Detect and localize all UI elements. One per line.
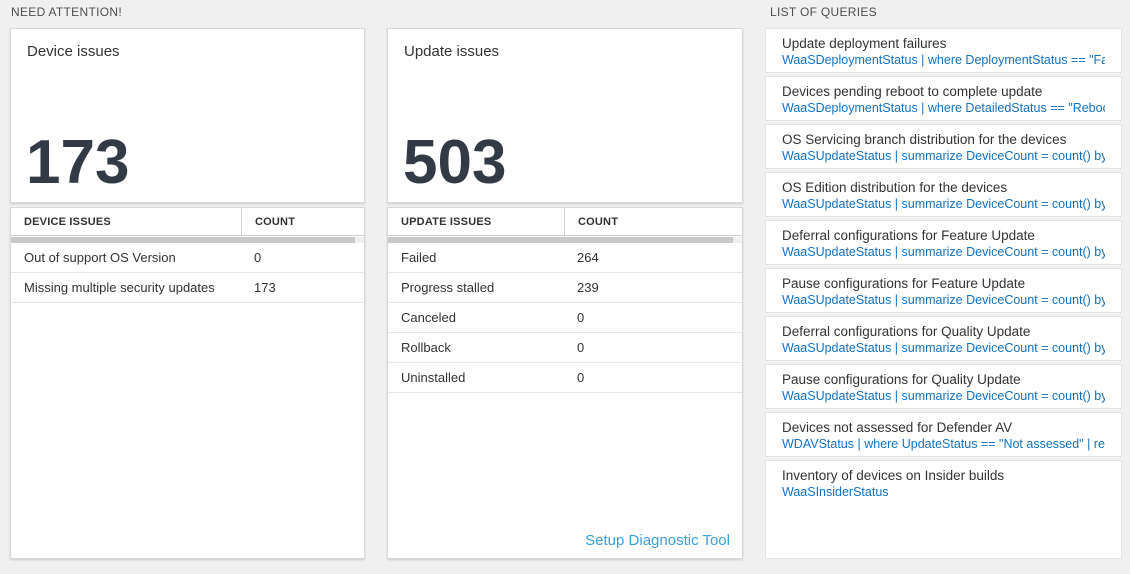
query-code: WaaSUpdateStatus | summarize DeviceCount…: [782, 149, 1105, 163]
query-code: WaaSUpdateStatus | summarize DeviceCount…: [782, 293, 1105, 307]
row-label: Progress stalled: [401, 280, 495, 295]
scrollbar-thumb[interactable]: [11, 237, 356, 243]
query-title: Devices not assessed for Defender AV: [782, 420, 1013, 435]
column-header-update-issues[interactable]: UPDATE ISSUES: [401, 215, 492, 228]
row-count: 264: [577, 250, 599, 265]
query-title: Pause configurations for Feature Update: [782, 276, 1026, 291]
row-count: 0: [577, 340, 585, 355]
update-issues-card-title: Update issues: [404, 43, 500, 60]
query-item-defender-av-not-assessed[interactable]: Devices not assessed for Defender AV WDA…: [765, 412, 1122, 457]
query-item-devices-pending-reboot[interactable]: Devices pending reboot to complete updat…: [765, 76, 1122, 121]
query-list: Update deployment failures WaaSDeploymen…: [765, 28, 1122, 559]
query-item-deferral-feature-update[interactable]: Deferral configurations for Feature Upda…: [765, 220, 1122, 265]
horizontal-scrollbar[interactable]: [388, 237, 742, 243]
table-row[interactable]: Out of support OS Version 0: [11, 243, 364, 273]
query-item-os-servicing-branch[interactable]: OS Servicing branch distribution for the…: [765, 124, 1122, 169]
row-count: 0: [254, 250, 262, 265]
query-code: WaaSUpdateStatus | summarize DeviceCount…: [782, 389, 1105, 403]
table-row[interactable]: Failed 264: [388, 243, 742, 273]
setup-diagnostic-tool-link[interactable]: Setup Diagnostic Tool: [585, 532, 730, 549]
query-code: WaaSInsiderStatus: [782, 485, 889, 499]
table-row[interactable]: Progress stalled 239: [388, 273, 742, 303]
query-code: WaaSUpdateStatus | summarize DeviceCount…: [782, 245, 1105, 259]
query-item-deferral-quality-update[interactable]: Deferral configurations for Quality Upda…: [765, 316, 1122, 361]
table-row[interactable]: Canceled 0: [388, 303, 742, 333]
query-code: WaaSDeploymentStatus | where DetailedSta…: [782, 101, 1105, 115]
table-row[interactable]: Missing multiple security updates 173: [11, 273, 364, 303]
row-label: Canceled: [401, 310, 456, 325]
query-title: Deferral configurations for Quality Upda…: [782, 324, 1031, 339]
query-item-os-edition-distribution[interactable]: OS Edition distribution for the devices …: [765, 172, 1122, 217]
query-title: Devices pending reboot to complete updat…: [782, 84, 1043, 99]
row-label: Out of support OS Version: [24, 250, 176, 265]
device-issues-card[interactable]: Device issues 173: [10, 28, 365, 203]
row-count: 0: [577, 370, 585, 385]
scrollbar-thumb[interactable]: [388, 237, 734, 243]
list-of-queries-section-header: LIST OF QUERIES: [770, 5, 877, 19]
query-title: Update deployment failures: [782, 36, 947, 51]
query-title: Inventory of devices on Insider builds: [782, 468, 1005, 483]
query-title: Deferral configurations for Feature Upda…: [782, 228, 1035, 243]
query-item-pause-feature-update[interactable]: Pause configurations for Feature Update …: [765, 268, 1122, 313]
query-title: OS Edition distribution for the devices: [782, 180, 1008, 195]
row-count: 0: [577, 310, 585, 325]
device-issues-big-number: 173: [26, 128, 130, 197]
query-item-update-deployment-failures[interactable]: Update deployment failures WaaSDeploymen…: [765, 28, 1122, 73]
column-header-count[interactable]: COUNT: [564, 208, 742, 235]
query-code: WaaSDeploymentStatus | where DeploymentS…: [782, 53, 1105, 67]
update-issues-big-number: 503: [403, 128, 507, 197]
column-header-device-issues[interactable]: DEVICE ISSUES: [24, 215, 111, 228]
row-count: 173: [254, 280, 276, 295]
update-issues-card[interactable]: Update issues 503: [387, 28, 743, 203]
device-issues-card-title: Device issues: [27, 43, 120, 60]
query-code: WaaSUpdateStatus | summarize DeviceCount…: [782, 197, 1105, 211]
need-attention-section-header: NEED ATTENTION!: [11, 5, 122, 19]
column-header-count[interactable]: COUNT: [241, 208, 364, 235]
row-count: 239: [577, 280, 599, 295]
row-label: Failed: [401, 250, 437, 265]
query-code: WaaSUpdateStatus | summarize DeviceCount…: [782, 341, 1105, 355]
horizontal-scrollbar[interactable]: [11, 237, 364, 243]
query-title: Pause configurations for Quality Update: [782, 372, 1021, 387]
update-issues-table-header: UPDATE ISSUES COUNT: [388, 208, 742, 236]
device-issues-table-card: DEVICE ISSUES COUNT Out of support OS Ve…: [10, 207, 365, 559]
row-label: Missing multiple security updates: [24, 280, 215, 295]
table-row[interactable]: Rollback 0: [388, 333, 742, 363]
update-issues-table-card: UPDATE ISSUES COUNT Failed 264 Progress …: [387, 207, 743, 559]
query-item-insider-builds-inventory[interactable]: Inventory of devices on Insider builds W…: [765, 460, 1122, 559]
row-label: Rollback: [401, 340, 451, 355]
table-row[interactable]: Uninstalled 0: [388, 363, 742, 393]
row-label: Uninstalled: [401, 370, 466, 385]
device-issues-table-header: DEVICE ISSUES COUNT: [11, 208, 364, 236]
query-title: OS Servicing branch distribution for the…: [782, 132, 1067, 147]
query-code: WDAVStatus | where UpdateStatus == "Not …: [782, 437, 1105, 451]
query-item-pause-quality-update[interactable]: Pause configurations for Quality Update …: [765, 364, 1122, 409]
